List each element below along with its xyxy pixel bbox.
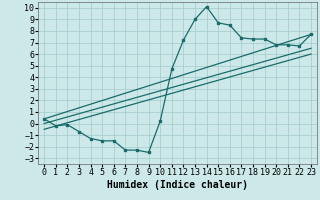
X-axis label: Humidex (Indice chaleur): Humidex (Indice chaleur) bbox=[107, 180, 248, 190]
